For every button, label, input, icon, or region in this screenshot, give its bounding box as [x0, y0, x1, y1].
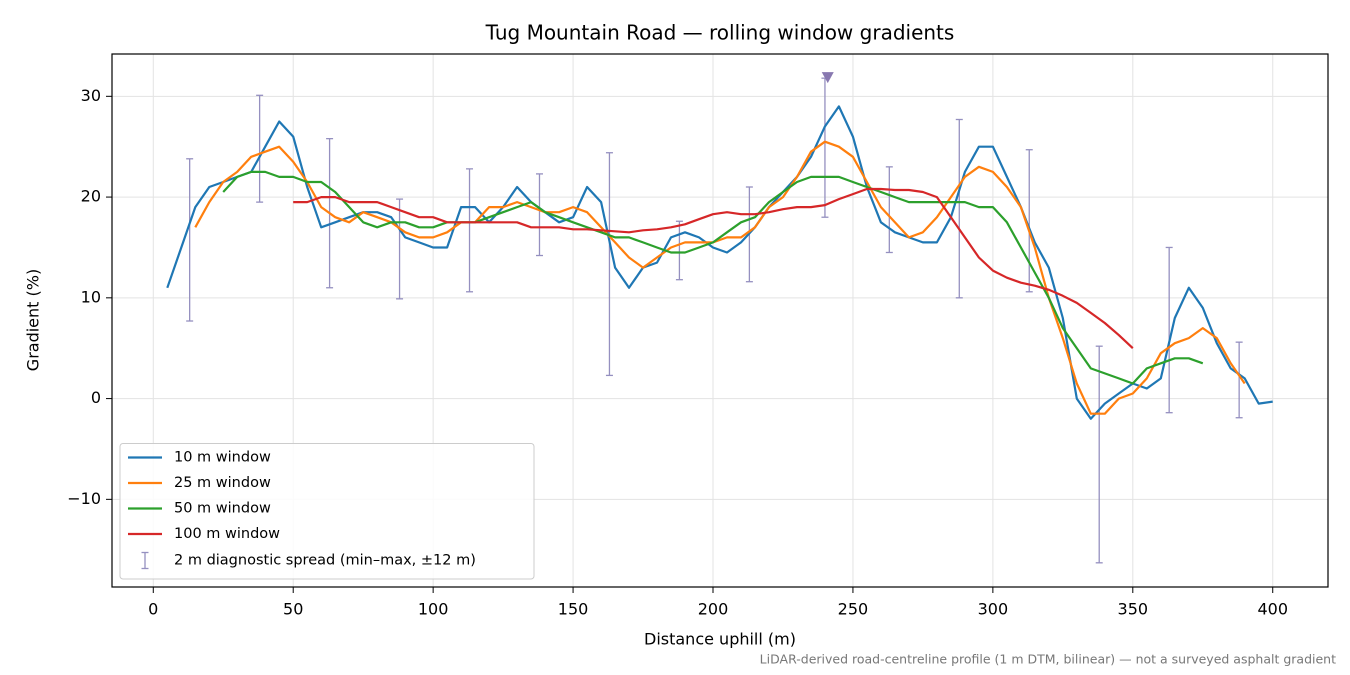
x-tick-label: 50	[283, 600, 303, 619]
series-line	[222, 170, 1204, 385]
x-axis-label: Distance uphill (m)	[644, 630, 796, 649]
x-tick-label: 150	[558, 600, 589, 619]
error-bar	[186, 158, 194, 322]
error-bar	[1025, 149, 1033, 293]
error-bar	[256, 94, 264, 203]
error-bar	[675, 220, 683, 281]
x-tick-label: 350	[1118, 600, 1149, 619]
x-tick-label: 250	[838, 600, 869, 619]
error-bar	[1095, 345, 1103, 564]
footnote: LiDAR-derived road-centreline profile (1…	[760, 652, 1336, 667]
series-line	[194, 140, 1246, 415]
error-bar	[1235, 341, 1243, 419]
y-axis-label: Gradient (%)	[24, 269, 43, 371]
error-bar	[955, 118, 963, 299]
chart-title: Tug Mountain Road — rolling window gradi…	[485, 21, 955, 45]
y-tick-label: 30	[81, 86, 101, 105]
x-tick-label: 200	[698, 600, 729, 619]
x-tick-label: 400	[1257, 600, 1288, 619]
legend-label: 25 m window	[174, 475, 271, 491]
legend-label: 50 m window	[174, 501, 271, 517]
error-bar	[535, 173, 543, 257]
y-tick-label: −10	[67, 489, 101, 508]
error-bar	[885, 166, 893, 254]
legend-label: 100 m window	[174, 526, 280, 542]
x-tick-label: 300	[978, 600, 1009, 619]
series-line	[166, 105, 1273, 420]
x-tick-label: 100	[418, 600, 449, 619]
plot-frame	[111, 53, 1329, 588]
error-bar	[605, 152, 613, 377]
legend-box	[119, 443, 535, 580]
y-tick-label: 10	[81, 287, 101, 306]
legend-label: 10 m window	[174, 450, 271, 466]
x-tick-label: 0	[148, 600, 158, 619]
error-bar	[396, 198, 404, 300]
series-line	[293, 187, 1134, 350]
error-bar	[466, 168, 474, 293]
peak-marker	[821, 72, 834, 84]
error-bar	[1165, 246, 1173, 414]
y-tick-label: 0	[91, 388, 101, 407]
y-tick-label: 20	[81, 187, 101, 206]
legend-label: 2 m diagnostic spread (min–max, ±12 m)	[174, 553, 476, 569]
